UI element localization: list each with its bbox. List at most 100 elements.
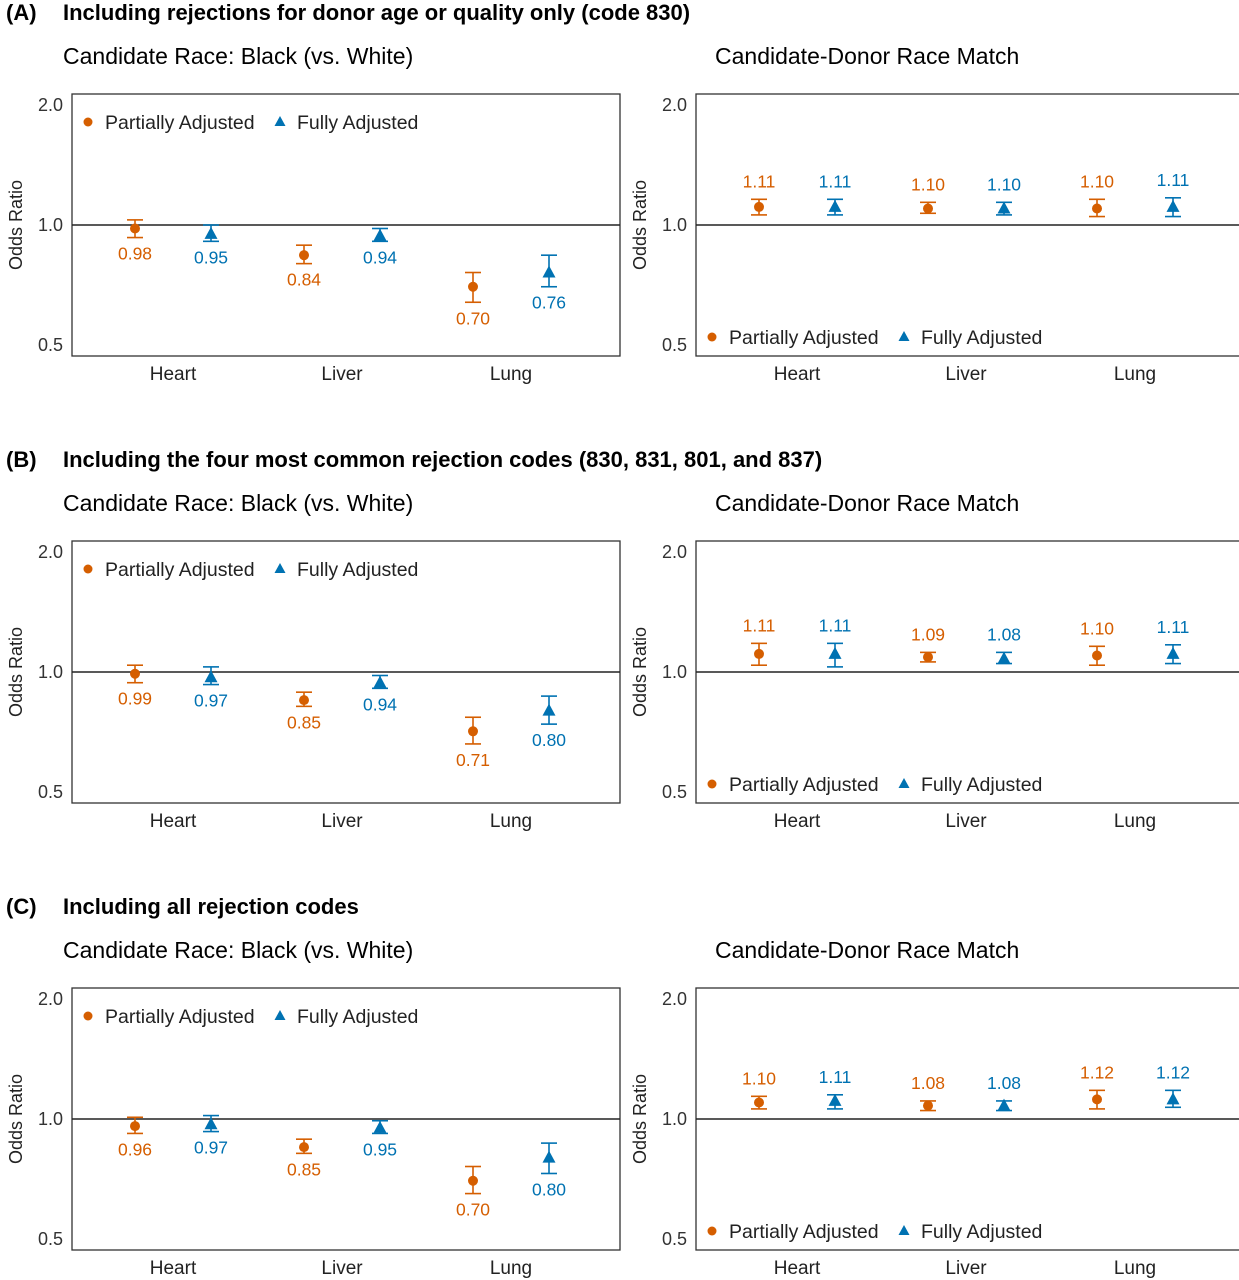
y-axis-label: Odds Ratio xyxy=(630,627,650,717)
x-category-label: Heart xyxy=(774,811,821,832)
legend: Partially Adjusted Fully Adjusted xyxy=(83,112,418,134)
legend-label-partial: Partially Adjusted xyxy=(105,112,255,134)
y-tick-label: 0.5 xyxy=(662,1229,687,1249)
section-letter: (C) xyxy=(6,894,37,919)
data-point-full xyxy=(542,1150,556,1163)
data-point-partial xyxy=(754,648,764,659)
legend-marker-partial xyxy=(83,564,93,574)
data-label: 0.84 xyxy=(287,270,321,290)
legend-marker-full xyxy=(274,563,286,573)
section-title: Including rejections for donor age or qu… xyxy=(63,0,690,25)
data-point-full xyxy=(204,1117,218,1130)
data-point-full xyxy=(997,1098,1011,1111)
x-category-label: Liver xyxy=(945,364,987,385)
section-title: Including the four most common rejection… xyxy=(63,447,822,472)
chart-panel: Candidate-Donor Race Match 0.5 1.0 2.0 Odds … xyxy=(630,490,1239,832)
chart-title: Candidate Race: Black (vs. White) xyxy=(63,490,413,516)
data-label: 0.97 xyxy=(194,691,228,711)
legend-label-partial: Partially Adjusted xyxy=(105,559,255,581)
legend-marker-full xyxy=(898,778,910,788)
y-tick-label: 1.0 xyxy=(662,662,687,682)
data-point-partial xyxy=(923,1100,933,1111)
data-label: 1.11 xyxy=(743,615,776,635)
data-point-full xyxy=(373,675,387,688)
x-category-label: Lung xyxy=(1114,364,1156,385)
data-point-partial xyxy=(754,1097,764,1108)
data-point-partial xyxy=(754,201,764,212)
data-label: 0.70 xyxy=(456,1200,490,1220)
data-point-full xyxy=(1166,646,1180,659)
data-label: 1.10 xyxy=(1080,171,1114,191)
chart-panel: Candidate Race: Black (vs. White) 0.5 1.0 2… xyxy=(6,490,621,832)
data-label: 1.12 xyxy=(1080,1062,1114,1082)
legend-label-full: Fully Adjusted xyxy=(297,1006,418,1028)
data-point-partial xyxy=(299,695,309,706)
y-tick-label: 1.0 xyxy=(38,1109,63,1129)
legend: Partially Adjusted Fully Adjusted xyxy=(707,774,1042,796)
data-point-full xyxy=(542,265,556,278)
data-point-full xyxy=(828,199,842,212)
legend-marker-full xyxy=(274,1010,286,1020)
legend-label-partial: Partially Adjusted xyxy=(105,1006,255,1028)
data-label: 0.94 xyxy=(363,694,397,714)
data-label: 1.11 xyxy=(819,615,852,635)
y-tick-label: 2.0 xyxy=(662,989,687,1009)
data-label: 1.11 xyxy=(1157,617,1190,637)
data-label: 0.76 xyxy=(532,293,566,313)
x-category-label: Liver xyxy=(321,811,363,832)
x-category-label: Liver xyxy=(945,811,987,832)
chart-title: Candidate Race: Black (vs. White) xyxy=(63,937,413,963)
data-label: 1.08 xyxy=(911,1073,945,1093)
data-point-partial xyxy=(923,652,933,663)
data-label: 1.11 xyxy=(819,171,852,191)
data-label: 0.98 xyxy=(118,244,152,264)
data-label: 0.71 xyxy=(456,750,490,770)
data-label: 0.97 xyxy=(194,1138,228,1158)
legend-label-full: Fully Adjusted xyxy=(921,327,1042,349)
data-point-partial xyxy=(130,668,140,679)
section-letter: (B) xyxy=(6,447,37,472)
legend-marker-full xyxy=(898,331,910,341)
data-label: 1.08 xyxy=(987,624,1021,644)
x-category-label: Heart xyxy=(774,1258,821,1279)
data-label: 1.08 xyxy=(987,1073,1021,1093)
data-label: 1.11 xyxy=(819,1067,852,1087)
y-tick-label: 2.0 xyxy=(38,95,63,115)
data-point-partial xyxy=(1092,650,1102,661)
legend: Partially Adjusted Fully Adjusted xyxy=(707,327,1042,349)
data-point-full xyxy=(1166,199,1180,212)
legend-marker-partial xyxy=(707,779,717,789)
y-tick-label: 0.5 xyxy=(662,782,687,802)
y-axis-label: Odds Ratio xyxy=(6,180,26,270)
legend: Partially Adjusted Fully Adjusted xyxy=(83,559,418,581)
y-tick-label: 0.5 xyxy=(662,335,687,355)
y-axis-label: Odds Ratio xyxy=(630,180,650,270)
data-point-full xyxy=(997,201,1011,214)
chart-title: Candidate-Donor Race Match xyxy=(715,43,1019,69)
legend-marker-partial xyxy=(707,1226,717,1236)
data-label: 0.99 xyxy=(118,689,152,709)
data-label: 0.80 xyxy=(532,1179,566,1199)
x-category-label: Heart xyxy=(150,1258,197,1279)
chart-panel: Candidate-Donor Race Match 0.5 1.0 2.0 Odds … xyxy=(630,43,1239,385)
data-point-partial xyxy=(299,250,309,261)
legend-marker-full xyxy=(898,1225,910,1235)
legend-label-full: Fully Adjusted xyxy=(921,1221,1042,1243)
y-axis-label: Odds Ratio xyxy=(630,1074,650,1164)
x-category-label: Liver xyxy=(321,1258,363,1279)
data-point-partial xyxy=(468,726,478,737)
data-label: 0.85 xyxy=(287,712,321,732)
data-point-full xyxy=(204,670,218,683)
y-tick-label: 2.0 xyxy=(38,542,63,562)
x-category-label: Lung xyxy=(490,811,532,832)
data-point-full xyxy=(997,651,1011,664)
data-label: 1.11 xyxy=(1157,170,1190,190)
chart-panel: Candidate Race: Black (vs. White) 0.5 1.0 2… xyxy=(6,937,621,1279)
data-point-partial xyxy=(468,1175,478,1186)
data-label: 0.96 xyxy=(118,1139,152,1159)
data-label: 1.10 xyxy=(742,1068,776,1088)
x-category-label: Liver xyxy=(945,1258,987,1279)
x-category-label: Liver xyxy=(321,364,363,385)
chart-panel: Candidate Race: Black (vs. White) 0.5 1.0 2… xyxy=(6,43,621,385)
